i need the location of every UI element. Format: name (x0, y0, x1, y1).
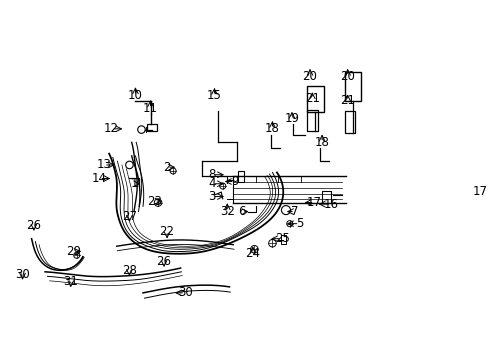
Text: 7: 7 (291, 205, 298, 218)
Text: 32: 32 (220, 205, 234, 218)
Text: 14: 14 (92, 172, 106, 185)
Text: 17: 17 (472, 185, 487, 198)
Text: 20: 20 (340, 69, 354, 83)
Text: 18: 18 (264, 122, 279, 135)
Bar (306, 86, 323, 112)
Text: 23: 23 (146, 194, 162, 208)
Text: 21: 21 (304, 92, 319, 105)
Text: 26: 26 (26, 219, 41, 231)
Text: 27: 27 (122, 210, 137, 222)
Bar (344, 72, 361, 101)
Text: 28: 28 (122, 264, 137, 277)
Bar (344, 111, 354, 133)
Text: 19: 19 (284, 112, 299, 125)
Text: 16: 16 (323, 198, 338, 211)
Text: 25: 25 (274, 232, 289, 245)
Text: 9: 9 (230, 175, 238, 188)
Text: 5: 5 (295, 217, 303, 230)
Text: 22: 22 (159, 225, 174, 238)
Text: 1: 1 (130, 177, 138, 190)
Text: 8: 8 (208, 168, 216, 181)
Text: 24: 24 (245, 247, 260, 260)
Bar (322, 190, 330, 203)
Text: 31: 31 (63, 275, 78, 288)
Text: 12: 12 (103, 122, 119, 135)
Bar (280, 235, 285, 244)
Text: 30: 30 (177, 287, 192, 300)
Bar (147, 123, 156, 131)
Text: 6: 6 (238, 205, 245, 218)
Text: 13: 13 (96, 158, 111, 171)
Text: 15: 15 (206, 89, 222, 102)
Text: 3: 3 (208, 190, 216, 203)
Text: 11: 11 (142, 102, 158, 115)
Text: 4: 4 (208, 177, 216, 190)
Bar (306, 110, 317, 131)
Text: 21: 21 (340, 94, 354, 108)
Text: 2: 2 (163, 161, 170, 174)
Text: 26: 26 (156, 255, 171, 268)
Text: 18: 18 (314, 136, 329, 149)
Text: 10: 10 (128, 89, 142, 102)
Bar (237, 171, 244, 181)
Text: 29: 29 (66, 245, 81, 258)
Text: 17: 17 (306, 196, 322, 209)
Text: 20: 20 (302, 69, 317, 83)
Text: 30: 30 (15, 267, 30, 280)
